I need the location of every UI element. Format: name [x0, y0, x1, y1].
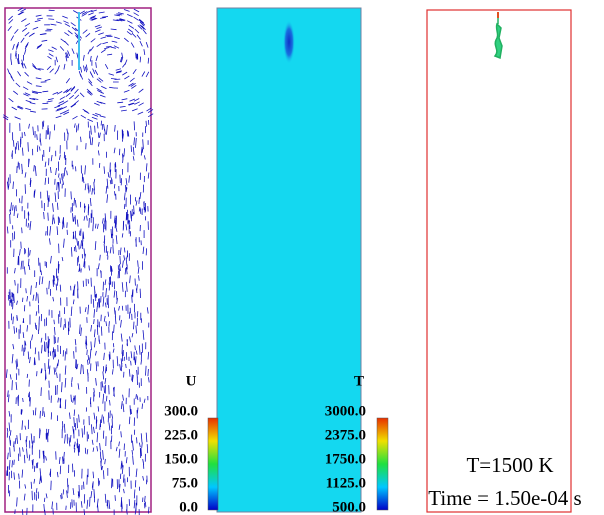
colorbar-label: 0.0	[179, 499, 198, 515]
colorbar-label: 75.0	[172, 475, 198, 491]
colorbar-labels: 300.0 225.0 150.0 75.0 0.0	[164, 403, 198, 515]
temperature-label: T=1500 K	[466, 453, 553, 477]
colorbar-label: 500.0	[332, 499, 366, 515]
colorbar-label: 150.0	[164, 451, 198, 467]
vector-field	[2, 7, 154, 515]
particle-panel	[426, 9, 572, 513]
colorbar-label: 1750.0	[325, 451, 366, 467]
colorbar-label: 3000.0	[325, 403, 366, 419]
colorbar	[207, 417, 219, 511]
colorbar-label: 300.0	[164, 403, 198, 419]
colorbar-title: U	[186, 373, 197, 389]
temperature-panel	[216, 7, 362, 513]
colorbar-label: 225.0	[164, 427, 198, 443]
colorbar	[376, 417, 389, 511]
colorbar-title: T	[354, 373, 364, 389]
time-label: Time = 1.50e-04 s	[428, 486, 581, 510]
colorbar-label: 2375.0	[325, 427, 366, 443]
particle-plume	[493, 14, 503, 60]
hot-spot	[283, 20, 295, 64]
colorbar-label: 1125.0	[326, 475, 366, 491]
colorbar-labels: 3000.0 2375.0 1750.0 1125.0 500.0	[325, 403, 366, 515]
